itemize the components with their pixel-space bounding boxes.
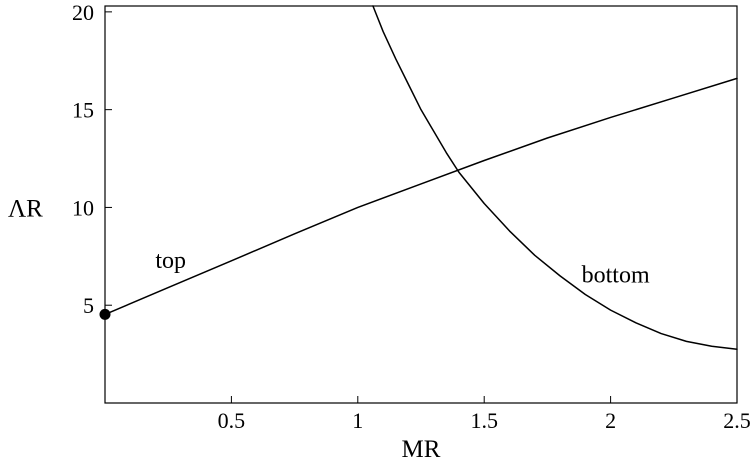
- x-tick-label: 2.5: [723, 408, 751, 433]
- x-tick-label: 1.5: [470, 408, 498, 433]
- x-axis-ticks: 0.5 1 1.5 2 2.5: [218, 396, 751, 433]
- annotation-layer: top bottom: [155, 248, 650, 289]
- plot-area-frame: [104, 5, 738, 404]
- series-layer: [104, 5, 738, 350]
- x-tick-label: 1: [352, 408, 363, 433]
- series-line-bottom: [372, 5, 738, 350]
- series-annotation: top: [155, 248, 186, 274]
- data-point-marker: [99, 308, 111, 320]
- series-line-top: [104, 77, 738, 316]
- y-axis-ticks: 5 10 15 20: [72, 0, 112, 318]
- y-axis-label: ΛR: [8, 195, 43, 222]
- x-tick-label: 0.5: [218, 408, 246, 433]
- y-tick-label: 20: [72, 0, 94, 25]
- marker-layer: [99, 308, 111, 320]
- y-tick-label: 10: [72, 195, 94, 220]
- y-tick-label: 15: [72, 98, 94, 123]
- series-annotation: bottom: [582, 263, 650, 289]
- x-tick-label: 2: [605, 408, 616, 433]
- y-tick-label: 5: [83, 293, 94, 318]
- x-axis-label: MR: [402, 436, 441, 463]
